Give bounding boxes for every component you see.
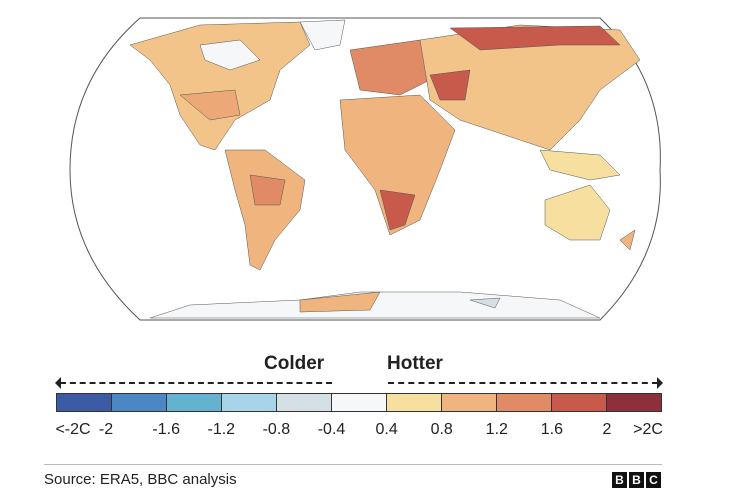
scale-tick-label: 1.6 — [540, 421, 564, 438]
logo-letter: B — [629, 472, 644, 488]
colder-arrow — [60, 382, 332, 384]
antarctica — [149, 291, 601, 319]
asia — [419, 24, 641, 181]
scale-cell — [442, 394, 497, 411]
scale-tick-label: -0.4 — [317, 421, 346, 438]
scale-cell — [222, 394, 277, 411]
scale-cell — [277, 394, 332, 411]
scale-tick-label: 0.8 — [430, 421, 453, 438]
scale-cell — [387, 394, 442, 411]
world-temperature-anomaly-map — [69, 17, 661, 321]
logo-letter: B — [612, 472, 627, 488]
source-text: Source: ERA5, BBC analysis — [44, 471, 237, 488]
footer-divider — [44, 464, 662, 465]
logo-letter: C — [646, 472, 661, 488]
europe-africa — [339, 39, 456, 236]
scale-tick-label: -1.6 — [152, 421, 180, 438]
scale-tick-label: 0.4 — [375, 421, 398, 438]
scale-tick-label: -2 — [98, 421, 114, 438]
scale-cell — [167, 394, 222, 411]
north-america — [129, 19, 346, 151]
scale-cell — [497, 394, 552, 411]
australia — [544, 184, 636, 251]
scale-tick-label: 1.2 — [485, 421, 508, 438]
colder-arrowhead-icon — [55, 377, 61, 389]
scale-cell — [552, 394, 607, 411]
scale-cell — [57, 394, 112, 411]
scale-tick-label: -1.2 — [207, 421, 236, 438]
scale-tick-label: >2C — [633, 421, 663, 438]
color-scale-bar — [56, 393, 662, 412]
scale-cell — [112, 394, 167, 411]
scale-tick-label: <-2C — [55, 421, 91, 438]
scale-tick-label: 2 — [602, 421, 612, 438]
scale-cell — [607, 394, 661, 411]
scale-cell — [332, 394, 387, 411]
bbc-logo: B B C — [612, 472, 661, 488]
hotter-arrowhead-icon — [657, 377, 663, 389]
colder-label: Colder — [264, 353, 325, 374]
hotter-label: Hotter — [387, 353, 443, 374]
south-america — [224, 149, 306, 271]
scale-tick-label: -0.8 — [262, 421, 291, 438]
hotter-arrow — [388, 382, 658, 384]
